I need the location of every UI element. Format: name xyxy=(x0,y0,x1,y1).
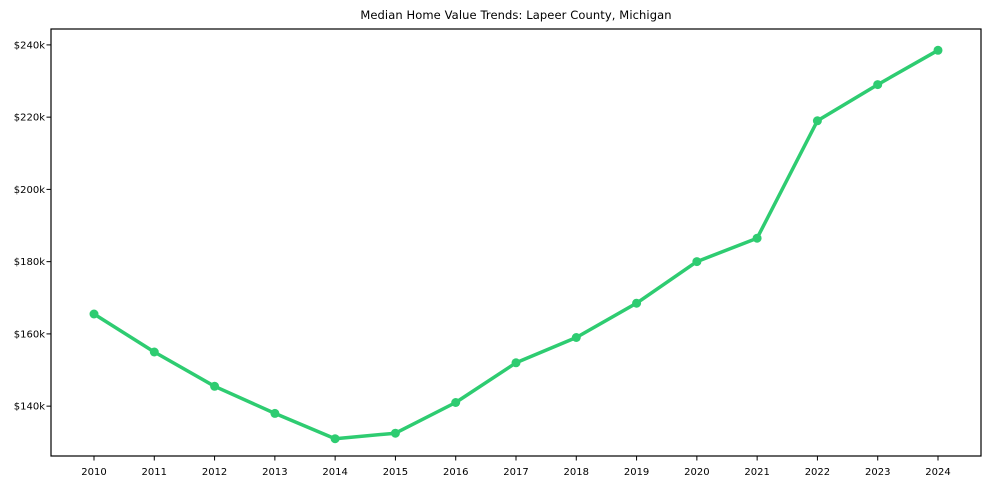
trend-line xyxy=(92,48,940,441)
data-point-2019 xyxy=(632,298,642,308)
data-point-2010 xyxy=(89,309,99,319)
y-tick-label: $200k xyxy=(14,185,45,196)
plot-border xyxy=(50,28,982,457)
y-tick-label: $140k xyxy=(14,402,45,413)
x-tick-label: 2018 xyxy=(564,467,589,478)
data-point-2022 xyxy=(812,116,822,126)
x-tick-label: 2013 xyxy=(262,467,287,478)
x-tick-label: 2015 xyxy=(383,467,408,478)
x-tick-label: 2016 xyxy=(443,467,468,478)
data-point-2020 xyxy=(692,257,702,267)
data-point-2015 xyxy=(390,428,400,438)
x-tick-label: 2023 xyxy=(865,467,890,478)
x-tick-label: 2024 xyxy=(925,467,950,478)
y-tick-label: $180k xyxy=(14,257,45,268)
data-point-2018 xyxy=(571,333,581,342)
data-point-2021 xyxy=(752,233,762,243)
x-tick-label: 2012 xyxy=(202,467,227,478)
data-point-2023 xyxy=(873,80,883,90)
data-point-2016 xyxy=(451,398,461,407)
x-tick-label: 2021 xyxy=(744,467,769,478)
x-tick-label: 2017 xyxy=(503,467,528,478)
x-tick-label: 2010 xyxy=(81,467,106,478)
data-point-2011 xyxy=(149,347,159,357)
x-tick-label: 2014 xyxy=(322,467,347,478)
x-tick-label: 2019 xyxy=(624,467,649,478)
y-tick-label: $220k xyxy=(14,113,45,124)
data-point-2013 xyxy=(270,408,280,418)
x-tick-label: 2020 xyxy=(684,467,709,478)
chart-title: Median Home Value Trends: Lapeer County,… xyxy=(360,8,672,22)
y-tick-label: $240k xyxy=(14,40,45,51)
x-tick-label: 2022 xyxy=(805,467,830,478)
data-point-2014 xyxy=(330,434,340,444)
x-tick-label: 2011 xyxy=(142,467,167,478)
y-tick-label: $160k xyxy=(14,329,45,340)
data-point-2017 xyxy=(511,358,521,368)
data-point-2024 xyxy=(933,45,943,55)
data-point-2012 xyxy=(210,381,220,391)
